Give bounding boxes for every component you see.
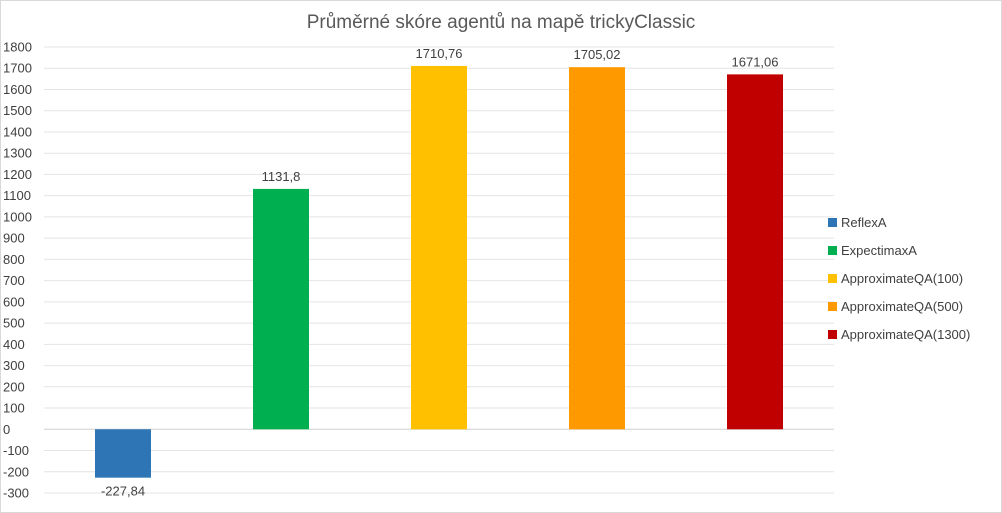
data-label: 1710,76 — [416, 46, 463, 61]
y-tick-label: -200 — [3, 464, 29, 479]
legend-swatch — [828, 329, 837, 339]
y-tick-label: 1600 — [3, 82, 32, 97]
y-axis: -300 -200 -100 0 100 200 300 400 500 600 700 800 900… — [3, 40, 32, 501]
y-tick-label: 1000 — [3, 209, 32, 224]
legend-swatch — [828, 217, 837, 227]
legend-label: ApproximateQA(1300) — [841, 326, 971, 342]
y-tick-label: 1700 — [3, 61, 32, 76]
y-tick-label: 300 — [3, 358, 25, 373]
y-tick-label: 1300 — [3, 146, 32, 161]
y-tick-label: 400 — [3, 337, 25, 352]
legend-swatch — [828, 245, 837, 255]
data-label: 1131,8 — [262, 169, 301, 184]
y-tick-label: 1200 — [3, 167, 32, 182]
legend-item: ApproximateQA(100) — [828, 264, 970, 292]
y-tick-label: 600 — [3, 294, 25, 309]
bar-approximateqa-100- — [411, 65, 467, 430]
bar-expectimaxa — [253, 188, 309, 430]
y-tick-label: -100 — [3, 443, 29, 458]
data-label: -227,84 — [101, 484, 145, 499]
chart-title: Průměrné skóre agentů na mapě trickyClas… — [306, 12, 696, 33]
bars — [95, 65, 783, 478]
y-tick-label: 1500 — [3, 103, 32, 118]
legend-swatch — [828, 301, 837, 311]
legend-item: ExpectimaxA — [828, 236, 970, 264]
data-labels: -227,84 1131,8 1710,76 1705,02 1671,06 — [101, 46, 779, 499]
legend-label: ApproximateQA(500) — [841, 298, 964, 314]
y-tick-label: 900 — [3, 231, 25, 246]
legend-item: ApproximateQA(1300) — [828, 320, 970, 348]
y-tick-label: -300 — [3, 486, 29, 501]
bar-reflexa — [95, 429, 151, 478]
y-tick-label: 1400 — [3, 124, 32, 139]
y-tick-label: 500 — [3, 316, 25, 331]
legend-item: ApproximateQA(500) — [828, 292, 970, 320]
y-tick-label: 1800 — [3, 40, 32, 55]
y-tick-label: 700 — [3, 273, 25, 288]
y-tick-label: 1100 — [3, 188, 31, 203]
legend: ReflexA ExpectimaxA ApproximateQA(100) Appr… — [828, 208, 970, 348]
y-tick-label: 800 — [3, 252, 25, 267]
bar-approximateqa-500- — [569, 67, 625, 430]
legend-item: ReflexA — [828, 208, 970, 236]
legend-label: ApproximateQA(100) — [841, 270, 964, 286]
y-tick-label: 100 — [3, 401, 25, 416]
y-tick-label: 200 — [3, 379, 25, 394]
y-tick-label: 0 — [3, 422, 10, 437]
legend-swatch — [828, 273, 837, 283]
data-label: 1705,02 — [574, 47, 621, 62]
legend-label: ReflexA — [841, 214, 887, 230]
bar-approximateqa-1300- — [727, 74, 783, 430]
legend-label: ExpectimaxA — [841, 242, 917, 258]
data-label: 1671,06 — [732, 54, 779, 69]
